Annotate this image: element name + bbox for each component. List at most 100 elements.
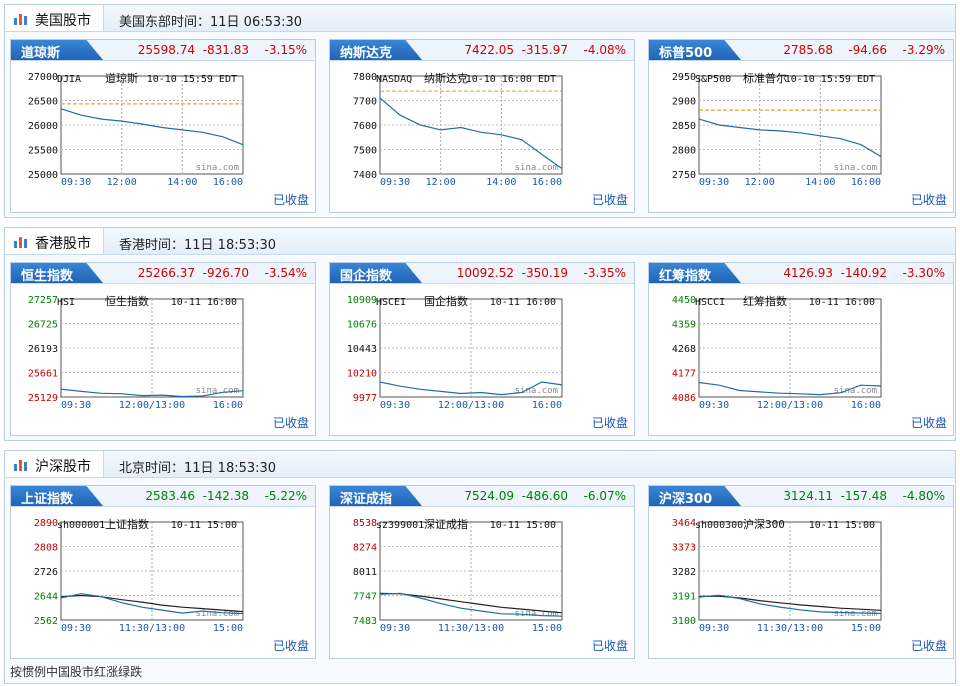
index-change-pct: -3.30% [902,266,945,280]
x-tick-label: 16:00 [213,177,243,188]
y-tick-label: 10443 [347,344,377,355]
index-cname: 红筹指数 [743,294,787,308]
index-price: 10092.52 [456,266,514,280]
y-tick-label: 7700 [353,97,377,108]
panel-tab[interactable]: 深证成指 [330,486,422,506]
x-tick-label: 12:00 [745,177,775,188]
index-price: 25266.37 [137,266,195,280]
plot-frame [60,75,244,175]
x-tick-label: 11:30/13:00 [438,623,504,634]
panel-tab[interactable]: 恒生指数 [11,263,103,283]
index-price: 7524.09 [464,489,514,503]
x-tick-label: 14:00 [486,177,516,188]
index-panel[interactable]: 红筹指数 4126.93 -140.92 -3.30% 4450 4359 4268 4177… [648,262,954,436]
index-panel[interactable]: 深证成指 7524.09 -486.60 -6.07% 8538 8274 8011 7747… [329,485,635,659]
index-name: 红筹指数 [659,269,712,284]
timestamp: 10-11 15:00 [809,520,875,531]
index-code: sz399001 [376,520,424,531]
y-tick-label: 3100 [672,616,696,627]
bar-chart-icon [14,14,27,25]
y-tick-label: 8274 [353,543,377,554]
market-status[interactable]: 已收盘 [272,416,309,430]
x-tick-label: 14:00 [167,177,197,188]
index-code: NASDAQ [376,74,412,85]
price-line [60,108,244,146]
y-tick-label: 25661 [28,369,58,380]
y-tick-label: 2900 [672,97,696,108]
y-tick-label: 10909 [347,295,377,306]
index-change: -142.38 [202,489,249,503]
x-tick-label: 12:00 [107,177,137,188]
market-status[interactable]: 已收盘 [591,416,628,430]
index-price: 4126.93 [783,266,833,280]
watermark: sina.com [834,386,877,396]
price-line [60,388,244,398]
panel-tab[interactable]: 沪深300 [649,486,741,506]
x-tick-label: 12:00 [426,177,456,188]
index-change-pct: -3.29% [902,43,945,57]
y-tick-label: 3373 [672,543,696,554]
index-panel[interactable]: 沪深300 3124.11 -157.48 -4.80% 3464 3373 3282 319… [648,485,954,659]
y-tick-label: 7800 [353,72,377,83]
section-title: 美国股市 [35,13,91,29]
panel-tab[interactable]: 道琼斯 [11,40,103,60]
index-code: DJIA [57,74,81,85]
panel-header: 红筹指数 4126.93 -140.92 -3.30% [649,263,953,284]
index-change: -926.70 [202,266,249,280]
panel-header: 道琼斯 25598.74 -831.83 -3.15% [11,40,315,61]
y-tick-label: 3282 [672,567,696,578]
x-tick-label: 14:00 [805,177,835,188]
panel-header: 标普500 2785.68 -94.66 -3.29% [649,40,953,61]
watermark: sina.com [515,609,558,619]
market-status[interactable]: 已收盘 [910,639,947,653]
y-tick-label: 26725 [28,320,58,331]
panel-tab[interactable]: 红筹指数 [649,263,741,283]
section-title: 沪深股市 [35,459,91,475]
index-panel[interactable]: 恒生指数 25266.37 -926.70 -3.54% 27257 26725 26193… [10,262,316,436]
section-title: 香港股市 [35,236,91,252]
panel-tab[interactable]: 纳斯达克 [330,40,422,60]
index-change: -94.66 [848,43,887,57]
index-panel[interactable]: 上证指数 2583.46 -142.38 -5.22% 2890 2808 2726 2644… [10,485,316,659]
y-tick-label: 26193 [28,344,58,355]
x-tick-label: 16:00 [532,400,562,411]
index-panel[interactable]: 标普500 2785.68 -94.66 -3.29% 2950 2900 2850 2800… [648,39,954,213]
y-tick-label: 2750 [672,170,696,181]
y-tick-label: 26000 [28,121,58,132]
y-tick-label: 7400 [353,170,377,181]
index-panel[interactable]: 道琼斯 25598.74 -831.83 -3.15% 27000 26500 26000 2… [10,39,316,213]
panel-tab[interactable]: 国企指数 [330,263,422,283]
bar-chart-icon [14,460,27,471]
section-tab[interactable]: 美国股市 [5,5,104,31]
market-status[interactable]: 已收盘 [591,639,628,653]
market-status[interactable]: 已收盘 [910,193,947,207]
market-status[interactable]: 已收盘 [910,416,947,430]
timestamp: 10-11 16:00 [809,297,875,308]
x-tick-label: 09:30 [61,400,91,411]
panel-tab[interactable]: 标普500 [649,40,741,60]
y-tick-label: 2562 [34,616,58,627]
index-panel[interactable]: 国企指数 10092.52 -350.19 -3.35% 10909 10676 10443… [329,262,635,436]
index-change: -831.83 [202,43,249,57]
market-status[interactable]: 已收盘 [272,639,309,653]
price-line [60,593,244,615]
index-panel[interactable]: 纳斯达克 7422.05 -315.97 -4.08% 7800 7700 7600 7500… [329,39,635,213]
market-status[interactable]: 已收盘 [591,193,628,207]
watermark: sina.com [515,386,558,396]
index-change-pct: -3.15% [264,43,307,57]
index-name: 标普500 [659,46,713,61]
index-code: HSI [57,297,75,308]
market-status[interactable]: 已收盘 [272,193,309,207]
x-tick-label: 09:30 [699,400,729,411]
section-tab[interactable]: 沪深股市 [5,451,104,477]
price-line [379,592,563,617]
y-tick-label: 2850 [672,121,696,132]
y-tick-label: 2808 [34,543,58,554]
timestamp: 10-11 16:00 [171,297,237,308]
panel-tab[interactable]: 上证指数 [11,486,103,506]
bar-chart-icon [14,237,27,248]
section-tab[interactable]: 香港股市 [5,228,104,254]
